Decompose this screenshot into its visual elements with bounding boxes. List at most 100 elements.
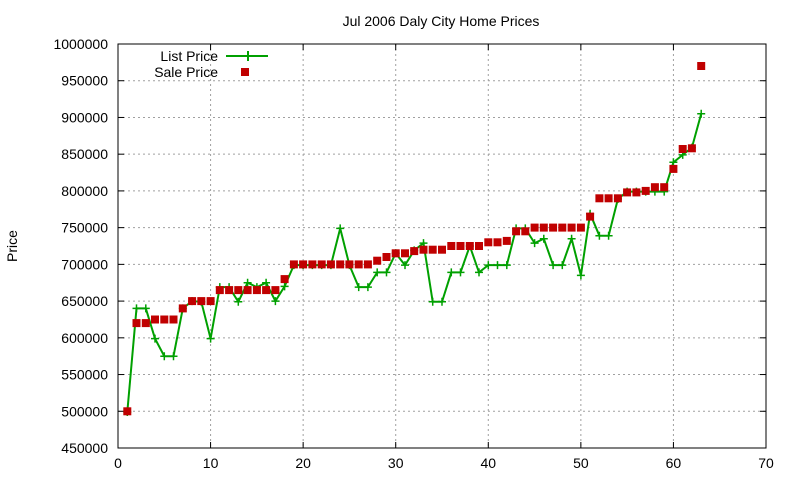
- y-tick-label: 450000: [61, 440, 108, 456]
- data-point-list-price: [493, 261, 502, 270]
- legend: List Price Sale Price: [154, 48, 268, 80]
- data-point-sale-price: [475, 242, 483, 250]
- x-tick-label: 10: [203, 455, 219, 471]
- data-point-sale-price: [271, 286, 280, 295]
- chart-title: Jul 2006 Daly City Home Prices: [343, 13, 540, 29]
- data-point-list-price: [243, 278, 252, 287]
- data-point-list-price: [558, 261, 567, 270]
- y-tick-label: 500000: [61, 403, 108, 419]
- data-point-sale-price: [438, 245, 446, 254]
- data-point-list-price: [549, 261, 558, 270]
- data-point-list-price: [484, 261, 493, 270]
- data-point-sale-price: [169, 315, 178, 324]
- data-point-list-price: [456, 268, 465, 277]
- data-point-list-price: [151, 334, 159, 343]
- data-point-sale-price: [549, 223, 558, 232]
- series: [123, 62, 706, 416]
- data-point-list-price: [373, 268, 382, 277]
- axis-ticks: 450000 500000 550000 600000 650000 700000 7500…: [53, 36, 774, 471]
- data-point-sale-price: [401, 249, 409, 258]
- x-tick-label: 30: [388, 455, 404, 471]
- data-point-list-price: [475, 268, 483, 277]
- y-tick-label: 700000: [61, 256, 108, 272]
- y-tick-label: 850000: [61, 146, 108, 162]
- data-point-sale-price: [197, 297, 206, 306]
- data-point-list-price: [363, 283, 372, 292]
- data-point-list-price: [382, 268, 391, 277]
- data-point-sale-price: [178, 304, 187, 313]
- data-point-sale-price: [317, 260, 326, 269]
- data-point-sale-price: [521, 227, 530, 236]
- data-point-list-price: [428, 297, 437, 306]
- data-point-sale-price: [419, 245, 428, 254]
- data-point-sale-price: [512, 227, 521, 236]
- data-point-list-price: [576, 271, 585, 280]
- data-point-sale-price: [391, 249, 400, 258]
- data-point-sale-price: [160, 315, 169, 324]
- data-point-sale-price: [641, 186, 650, 195]
- data-point-sale-price: [345, 260, 354, 269]
- data-point-list-price: [697, 109, 706, 118]
- data-point-list-price: [160, 352, 169, 361]
- data-point-sale-price: [410, 247, 419, 256]
- data-point-sale-price: [354, 260, 363, 269]
- data-point-sale-price: [373, 256, 382, 265]
- data-point-sale-price: [493, 238, 502, 247]
- data-point-sale-price: [539, 223, 548, 232]
- data-point-list-price: [206, 334, 215, 343]
- data-point-sale-price: [530, 223, 539, 232]
- data-point-list-price: [262, 278, 271, 287]
- data-point-sale-price: [669, 164, 678, 173]
- data-point-list-price: [438, 297, 446, 306]
- data-point-list-price: [447, 268, 456, 277]
- data-point-sale-price: [243, 286, 252, 295]
- data-point-list-price: [530, 239, 539, 248]
- data-point-sale-price: [687, 144, 696, 153]
- data-point-sale-price: [363, 260, 372, 269]
- data-point-sale-price: [632, 188, 641, 197]
- data-point-sale-price: [299, 260, 308, 269]
- data-point-sale-price: [456, 242, 465, 250]
- y-tick-label: 550000: [61, 367, 108, 383]
- data-point-sale-price: [697, 62, 706, 70]
- data-point-list-price: [169, 352, 178, 361]
- plot-frame: [117, 43, 767, 449]
- x-tick-label: 50: [573, 455, 589, 471]
- x-tick-label: 60: [666, 455, 682, 471]
- data-point-list-price: [539, 234, 548, 243]
- data-point-sale-price: [660, 183, 669, 192]
- legend-label-list-price: List Price: [160, 48, 218, 64]
- data-point-list-price: [401, 261, 409, 270]
- data-point-sale-price: [280, 275, 289, 284]
- data-point-list-price: [280, 282, 289, 291]
- data-point-sale-price: [465, 242, 474, 250]
- data-point-sale-price: [252, 286, 261, 295]
- data-point-sale-price: [586, 212, 595, 221]
- x-tick-label: 0: [114, 455, 122, 471]
- x-tick-label: 20: [295, 455, 311, 471]
- data-point-sale-price: [604, 194, 613, 203]
- data-point-sale-price: [576, 223, 585, 232]
- y-tick-label: 1000000: [53, 36, 108, 52]
- data-point-sale-price: [558, 223, 567, 232]
- data-point-sale-price: [650, 183, 659, 192]
- data-point-sale-price: [484, 238, 493, 247]
- data-point-list-price: [234, 297, 243, 306]
- legend-label-sale-price: Sale Price: [154, 64, 218, 80]
- data-point-sale-price: [326, 260, 335, 269]
- data-point-list-price: [567, 234, 576, 243]
- legend-marker-sale-price: [241, 68, 249, 76]
- data-point-list-price: [132, 304, 141, 313]
- x-tick-label: 40: [480, 455, 496, 471]
- data-point-sale-price: [225, 286, 234, 295]
- data-point-list-price: [141, 304, 150, 313]
- data-point-sale-price: [595, 194, 604, 203]
- y-tick-label: 600000: [61, 330, 108, 346]
- data-point-list-price: [502, 261, 511, 270]
- data-point-list-price: [336, 224, 345, 233]
- data-point-list-price: [271, 297, 280, 306]
- legend-marker-list-price: [243, 51, 253, 61]
- data-point-sale-price: [382, 253, 391, 261]
- y-tick-label: 900000: [61, 109, 108, 125]
